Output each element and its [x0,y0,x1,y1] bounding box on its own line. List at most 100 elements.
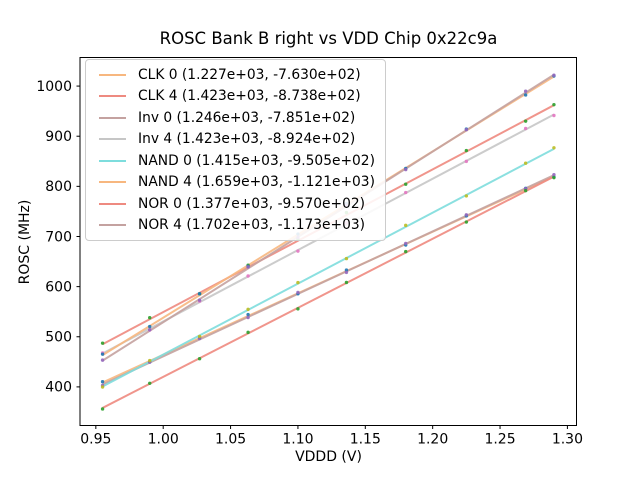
fit-line-nor-0 [102,175,555,409]
point-nor-0 [464,220,469,224]
point-nand-0 [404,223,408,228]
point-nor-4 [148,328,152,332]
point-nor-4 [197,298,202,302]
legend-item-clk-0: CLK 0 (1.227e+03, -7.630e+02) [94,64,375,86]
legend-item-inv-4: Inv 4 (1.423e+03, -8.924e+02) [94,129,375,151]
y-tick-label: 800 [45,179,72,195]
fit-line-inv-0 [102,174,555,386]
point-nand-4 [197,292,202,296]
legend-line-swatch [99,202,126,205]
x-tick-label: 1.05 [215,432,246,448]
legend-line-swatch [99,73,126,76]
legend-label: CLK 4 (1.423e+03, -8.738e+02) [138,88,361,105]
x-tick-label: 1.15 [350,432,381,448]
point-nand-0 [296,280,300,285]
x-tick-label: 1.30 [552,432,583,448]
y-axis-label: ROSC (MHz) [17,199,33,285]
point-nor-4 [552,73,556,77]
point-nor-4 [100,358,105,362]
x-tick-label: 1.10 [282,432,313,448]
point-nand-4 [148,324,152,329]
point-inv-4 [246,274,250,278]
legend-label: NOR 0 (1.377e+03, -9.570e+02) [138,195,366,212]
x-axis-label: VDDD (V) [295,449,362,465]
legend-item-clk-4: CLK 4 (1.423e+03, -8.738e+02) [94,86,375,108]
legend-label: CLK 0 (1.227e+03, -7.630e+02) [138,66,361,83]
point-nor-0 [197,357,202,361]
point-nand-0 [464,194,469,198]
legend-item-nor-0: NOR 0 (1.377e+03, -9.570e+02) [94,193,375,215]
y-tick-label: 700 [45,229,72,245]
point-nor-4 [246,265,250,269]
point-nand-0 [197,334,202,339]
point-clk-4 [523,119,528,123]
point-nand-0 [100,385,105,389]
y-tick-label: 600 [45,279,72,295]
plot-area-border [79,57,577,426]
point-nor-4 [523,89,528,93]
point-clk-0 [100,380,105,384]
point-inv-0 [464,213,469,217]
point-nor-4 [404,167,408,172]
point-inv-4 [464,159,469,164]
point-inv-4 [404,190,408,195]
point-nand-0 [552,146,556,150]
point-nand-0 [148,358,152,363]
x-tick-label: 0.95 [80,432,111,448]
point-nor-0 [296,307,300,311]
x-tick-label: 1.20 [417,432,448,448]
point-nor-0 [523,188,528,193]
point-nand-0 [523,161,528,165]
legend-label: Inv 0 (1.246e+03, -7.851e+02) [138,109,356,126]
point-clk-4 [404,182,408,186]
point-inv-0 [344,270,349,275]
legend-line-swatch [99,181,126,184]
chart-title: ROSC Bank B right vs VDD Chip 0x22c9a [159,29,498,48]
legend-label: NAND 4 (1.659e+03, -1.121e+03) [138,174,375,191]
point-inv-4 [523,126,528,131]
point-nor-0 [552,175,556,180]
legend-item-nand-4: NAND 4 (1.659e+03, -1.121e+03) [94,172,375,194]
y-axis-ticks: 400 500 600 700 800 900 1000 [36,79,80,396]
point-nor-0 [148,381,152,385]
point-inv-4 [552,113,556,118]
point-nor-0 [344,280,349,285]
point-clk-4 [552,102,556,107]
point-nor-0 [100,407,105,411]
data-points [100,73,556,411]
y-tick-label: 900 [45,129,72,145]
point-nor-0 [246,330,250,335]
legend-line-swatch [99,116,126,119]
legend-line-swatch [99,159,126,162]
fit-line-nand-0 [102,147,555,388]
point-inv-0 [552,173,556,177]
legend: CLK 0 (1.227e+03, -7.630e+02) CLK 4 (1.42… [85,59,386,241]
y-tick-label: 400 [45,380,72,396]
point-clk-0 [246,312,250,317]
y-tick-label: 1000 [36,79,72,95]
x-tick-label: 1.00 [148,432,179,448]
y-tick-label: 500 [45,330,72,346]
legend-label: NOR 4 (1.702e+03, -1.173e+03) [138,217,366,234]
point-clk-4 [100,341,105,345]
point-inv-0 [246,315,250,320]
point-inv-4 [296,249,300,253]
point-nand-4 [523,93,528,97]
point-inv-0 [404,241,408,246]
point-nand-0 [246,307,250,312]
point-clk-4 [148,316,152,320]
legend-label: Inv 4 (1.423e+03, -8.924e+02) [138,131,356,148]
legend-item-nor-4: NOR 4 (1.702e+03, -1.173e+03) [94,215,375,237]
legend-item-nand-0: NAND 0 (1.415e+03, -9.505e+02) [94,150,375,172]
point-nand-4 [100,352,105,356]
point-nor-0 [404,249,408,254]
legend-line-swatch [99,95,126,98]
legend-line-swatch [99,224,126,227]
legend-line-swatch [99,138,126,141]
point-inv-0 [296,290,300,295]
x-tick-label: 1.25 [484,432,515,448]
point-nor-4 [464,127,469,132]
x-axis-ticks: 0.95 1.00 1.05 1.10 1.15 1.20 1.25 1.30 [80,425,583,448]
legend-label: NAND 0 (1.415e+03, -9.505e+02) [138,152,375,169]
